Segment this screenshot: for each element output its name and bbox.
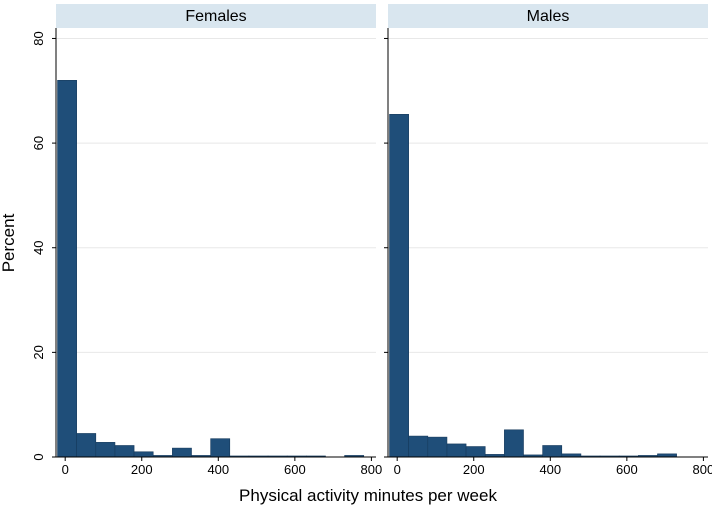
panel-strip-males [388, 4, 708, 28]
x-tick-label: 400 [207, 462, 229, 477]
histogram-bar [446, 443, 467, 458]
x-tick-label: 600 [284, 462, 306, 477]
histogram-bar [389, 114, 409, 458]
histogram-bar [427, 436, 448, 458]
histogram-bar [172, 447, 192, 458]
histogram-bar [57, 80, 77, 458]
panel-title-males: Males [527, 8, 570, 25]
x-tick-label: 200 [463, 462, 485, 477]
x-axis-title: Physical activity minutes per week [239, 486, 497, 505]
histogram-bar [210, 438, 231, 458]
y-tick-label: 40 [31, 240, 46, 254]
y-tick-label: 20 [31, 345, 46, 359]
histogram-bar [504, 429, 524, 458]
histogram-bar [76, 433, 97, 458]
histogram-bar [95, 442, 116, 458]
x-tick-label: 200 [131, 462, 153, 477]
x-tick-label: 600 [616, 462, 638, 477]
y-tick-label: 80 [31, 31, 46, 45]
y-axis-title: Percent [0, 213, 18, 272]
histogram-bar [408, 435, 429, 458]
x-tick-label: 400 [539, 462, 561, 477]
y-tick-label: 60 [31, 136, 46, 150]
histogram-bar [114, 445, 135, 458]
panel-strip-females [56, 4, 376, 28]
panel-title-females: Females [185, 8, 246, 25]
x-tick-label: 800 [361, 462, 383, 477]
y-tick-label: 0 [31, 453, 46, 460]
x-tick-label: 0 [394, 462, 401, 477]
histogram-bar [542, 445, 563, 458]
x-tick-label: 0 [62, 462, 69, 477]
histogram-bar [133, 451, 154, 458]
x-tick-label: 800 [693, 462, 712, 477]
histogram-bar [465, 446, 486, 458]
